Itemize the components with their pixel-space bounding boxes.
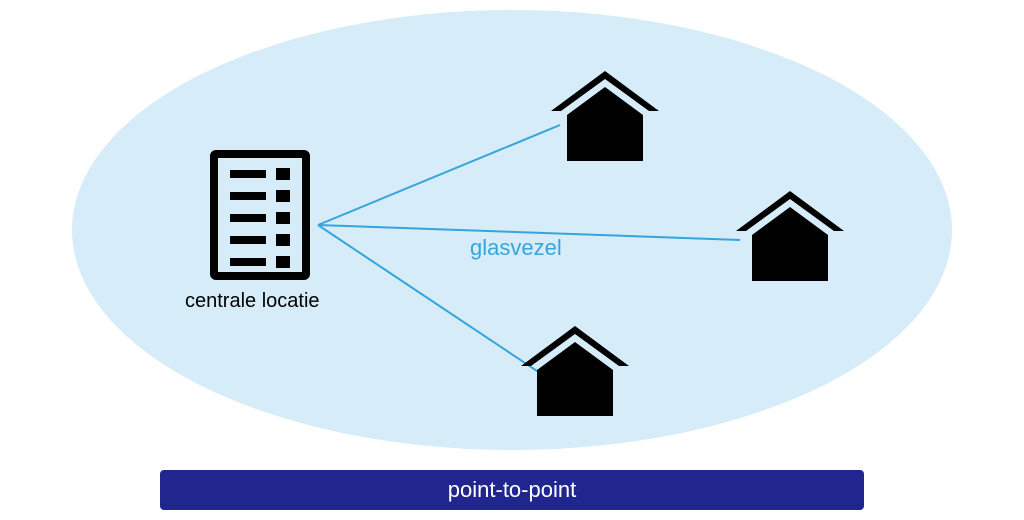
central-building-icon bbox=[210, 150, 310, 280]
diagram-stage: centrale locatie glasvezel point-to-poin… bbox=[0, 0, 1024, 520]
central-label: centrale locatie bbox=[185, 290, 320, 313]
house-icon bbox=[730, 185, 850, 285]
title-banner-text: point-to-point bbox=[448, 477, 576, 503]
fiber-label: glasvezel bbox=[470, 235, 562, 261]
house-icon bbox=[545, 65, 665, 165]
house-icon bbox=[515, 320, 635, 420]
title-banner: point-to-point bbox=[160, 470, 864, 510]
